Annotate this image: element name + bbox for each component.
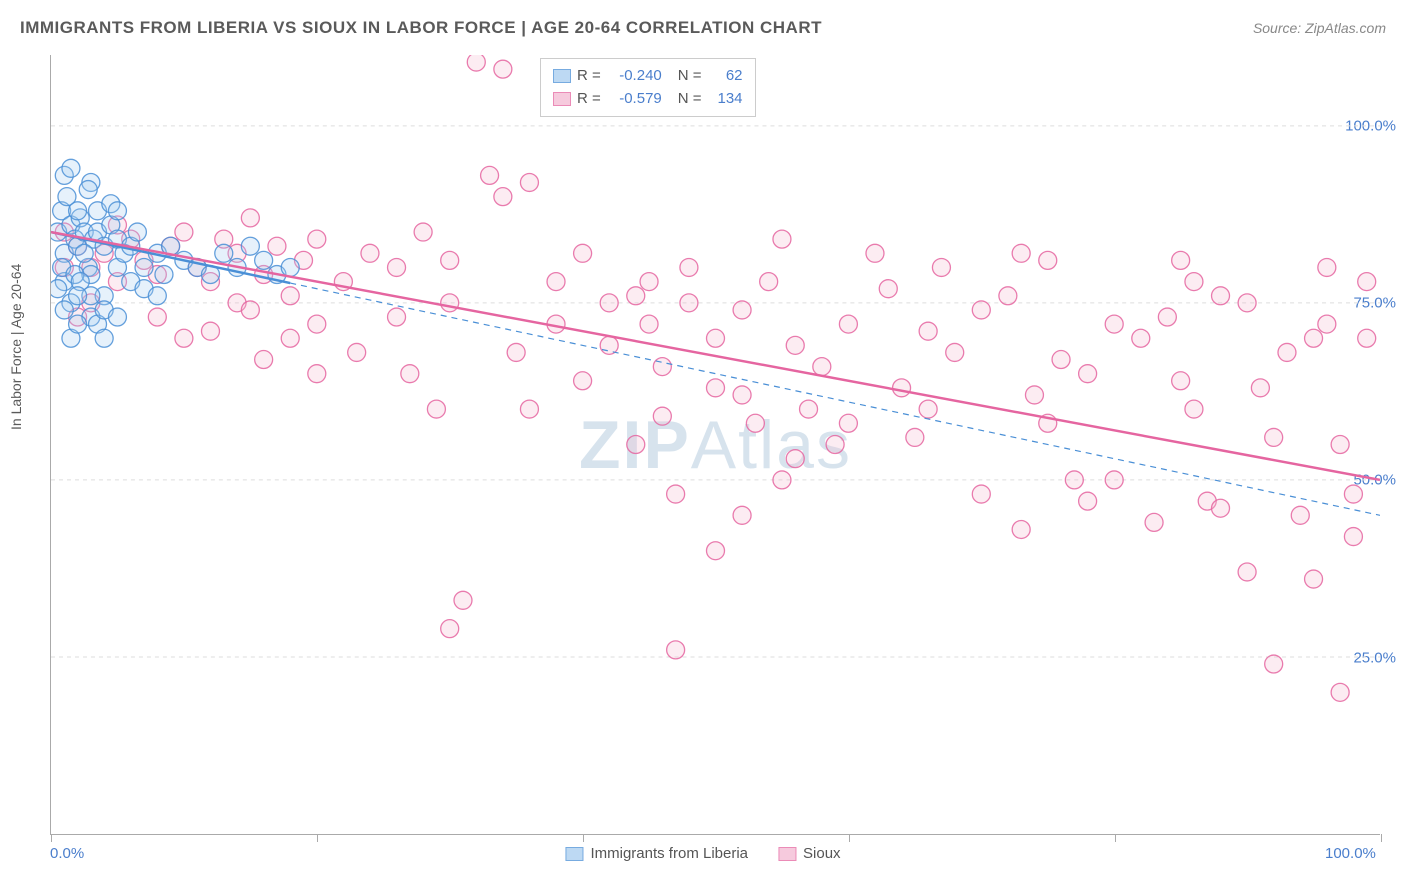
x-tick — [849, 834, 850, 842]
y-axis-label: In Labor Force | Age 20-64 — [8, 264, 24, 430]
x-tick — [1115, 834, 1116, 842]
x-tick-label: 100.0% — [1325, 845, 1376, 862]
x-tick — [583, 834, 584, 842]
series-legend-item-sioux: Sioux — [778, 845, 841, 862]
series-legend-item-liberia: Immigrants from Liberia — [565, 845, 748, 862]
legend-n-label: N = — [678, 65, 702, 88]
x-tick — [51, 834, 52, 842]
chart-title: IMMIGRANTS FROM LIBERIA VS SIOUX IN LABO… — [20, 18, 822, 38]
legend-n-label: N = — [678, 88, 702, 111]
legend-swatch — [778, 847, 796, 861]
legend-row-liberia: R = -0.240 N = 62 — [553, 65, 743, 88]
scatter-svg — [51, 55, 1380, 834]
legend-r-label: R = — [577, 65, 601, 88]
source-label: Source: ZipAtlas.com — [1253, 20, 1386, 36]
series-legend-label: Sioux — [803, 845, 841, 862]
legend-r-value: -0.579 — [607, 88, 662, 111]
x-tick-label: 0.0% — [50, 845, 84, 862]
legend-swatch — [553, 92, 571, 106]
correlation-legend: R = -0.240 N = 62 R = -0.579 N = 134 — [540, 58, 756, 117]
x-tick — [317, 834, 318, 842]
series-legend-label: Immigrants from Liberia — [590, 845, 748, 862]
series-legend: Immigrants from Liberia Sioux — [565, 845, 840, 862]
legend-n-value: 134 — [708, 88, 743, 111]
legend-r-label: R = — [577, 88, 601, 111]
legend-swatch — [565, 847, 583, 861]
legend-r-value: -0.240 — [607, 65, 662, 88]
legend-swatch — [553, 69, 571, 83]
chart-plot-area: ZIPAtlas — [50, 55, 1380, 835]
legend-row-sioux: R = -0.579 N = 134 — [553, 88, 743, 111]
legend-n-value: 62 — [708, 65, 743, 88]
x-tick — [1381, 834, 1382, 842]
